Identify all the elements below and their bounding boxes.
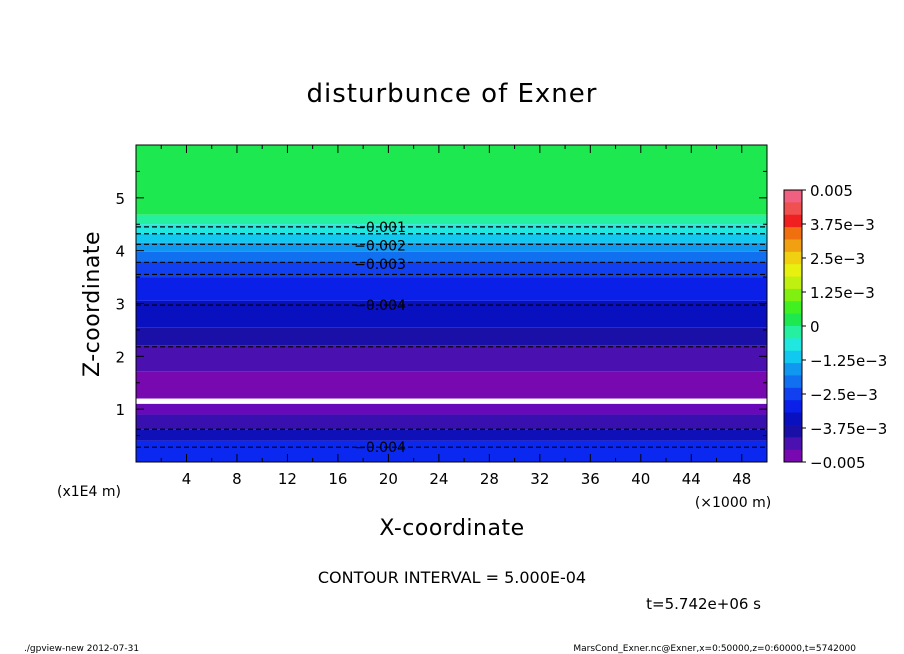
contour-band bbox=[136, 371, 767, 399]
colorbar bbox=[783, 189, 803, 463]
x-tick-label: 40 bbox=[631, 470, 650, 488]
contour-label: −0.004 bbox=[354, 440, 406, 456]
footer-right: MarsCond_Exner.nc@Exner,x=0:50000,z=0:60… bbox=[573, 644, 856, 654]
colorbar-cell bbox=[784, 239, 802, 253]
contour-label: −0.003 bbox=[354, 257, 406, 273]
y-tick-label: 2 bbox=[115, 348, 125, 366]
contour-band bbox=[136, 398, 767, 404]
colorbar-cell bbox=[784, 400, 802, 414]
contour-band bbox=[136, 251, 767, 262]
time-text: t=5.742e+06 s bbox=[646, 595, 761, 613]
contour-band bbox=[136, 261, 767, 278]
colorbar-tick-label: −1.25e−3 bbox=[810, 352, 887, 370]
contour-band bbox=[136, 429, 767, 441]
colorbar-cell bbox=[784, 288, 802, 302]
colorbar-cell bbox=[784, 363, 802, 376]
y-axis: 1 2 3 4 5 bbox=[115, 170, 767, 437]
colorbar-tick-label: 3.75e−3 bbox=[810, 216, 875, 234]
colorbar-cell bbox=[784, 202, 802, 216]
colorbar-cell bbox=[784, 412, 802, 426]
x-tick-label: 16 bbox=[328, 470, 347, 488]
y-tick-label: 3 bbox=[115, 296, 125, 314]
x-tick-label: 36 bbox=[581, 470, 600, 488]
colorbar-cell bbox=[784, 326, 802, 339]
contour-band bbox=[136, 214, 767, 225]
x-tick-label: 24 bbox=[429, 470, 448, 488]
contour-band bbox=[136, 440, 767, 462]
x-tick-label: 20 bbox=[379, 470, 398, 488]
contour-labels: −0.001 −0.002 −0.003 −0.004 −0.004 bbox=[354, 220, 406, 456]
x-tick-label: 44 bbox=[682, 470, 701, 488]
x-tick-label: 4 bbox=[182, 470, 192, 488]
colorbar-cell bbox=[784, 301, 802, 315]
contour-band bbox=[136, 327, 767, 346]
colorbar-cell bbox=[784, 338, 802, 352]
colorbar-cell bbox=[784, 449, 802, 463]
contour-lines bbox=[136, 226, 767, 448]
colorbar-cell bbox=[784, 350, 802, 364]
x-tick-label: 8 bbox=[232, 470, 242, 488]
colorbar-cell bbox=[784, 387, 802, 401]
colorbar-cell bbox=[784, 437, 802, 451]
x-axis-label: X-coordinate bbox=[379, 516, 524, 541]
x-tick-label: 32 bbox=[530, 470, 549, 488]
colorbar-tick-label: −0.005 bbox=[810, 454, 866, 472]
y-scale-note: (x1E4 m) bbox=[57, 484, 121, 500]
contour-label: −0.001 bbox=[354, 220, 406, 236]
contour-band bbox=[136, 145, 767, 215]
x-tick-label: 28 bbox=[480, 470, 499, 488]
colorbar-tick-labels: 0.005 3.75e−3 2.5e−3 1.25e−3 0 −1.25e−3 −2.5e−… bbox=[802, 182, 887, 472]
x-axis: 4 8 12 16 20 24 28 32 36 40 44 48 bbox=[160, 145, 751, 488]
colorbar-cell bbox=[784, 375, 802, 389]
colorbar-cell bbox=[784, 276, 802, 290]
contour-band bbox=[136, 242, 767, 252]
plot-area bbox=[136, 145, 767, 462]
colorbar-cell bbox=[784, 227, 802, 240]
footer-left: ./gpview-new 2012-07-31 bbox=[24, 644, 139, 654]
x-tick-label: 48 bbox=[732, 470, 751, 488]
y-tick-label: 4 bbox=[115, 243, 125, 261]
colorbar-cell bbox=[784, 424, 802, 438]
contour-band bbox=[136, 345, 767, 372]
y-tick-label: 1 bbox=[115, 401, 125, 419]
colorbar-cell bbox=[784, 251, 802, 265]
colorbar-cell bbox=[784, 264, 802, 278]
contour-band bbox=[136, 277, 767, 301]
contour-band bbox=[136, 403, 767, 415]
contour-label: −0.004 bbox=[354, 298, 406, 314]
colorbar-cell bbox=[784, 313, 802, 327]
colorbar-tick-label: 0.005 bbox=[810, 182, 853, 200]
contour-label: −0.002 bbox=[354, 238, 406, 254]
colorbar-cell bbox=[784, 214, 802, 228]
colorbar-cell bbox=[784, 190, 802, 203]
chart-title: disturbunce of Exner bbox=[307, 79, 598, 109]
x-scale-note: (×1000 m) bbox=[695, 495, 771, 511]
colorbar-tick-label: 0 bbox=[810, 318, 820, 336]
contour-band bbox=[136, 414, 767, 430]
contour-band bbox=[136, 224, 767, 234]
colorbar-tick-label: −2.5e−3 bbox=[810, 386, 878, 404]
contour-band bbox=[136, 233, 767, 243]
x-tick-label: 12 bbox=[278, 470, 297, 488]
colorbar-tick-label: −3.75e−3 bbox=[810, 420, 887, 438]
y-axis-label: Z-coordinate bbox=[80, 231, 105, 377]
contour-interval-text: CONTOUR INTERVAL = 5.000E-04 bbox=[318, 568, 586, 587]
y-tick-label: 5 bbox=[115, 190, 125, 208]
colorbar-tick-label: 1.25e−3 bbox=[810, 284, 875, 302]
colorbar-tick-label: 2.5e−3 bbox=[810, 250, 865, 268]
